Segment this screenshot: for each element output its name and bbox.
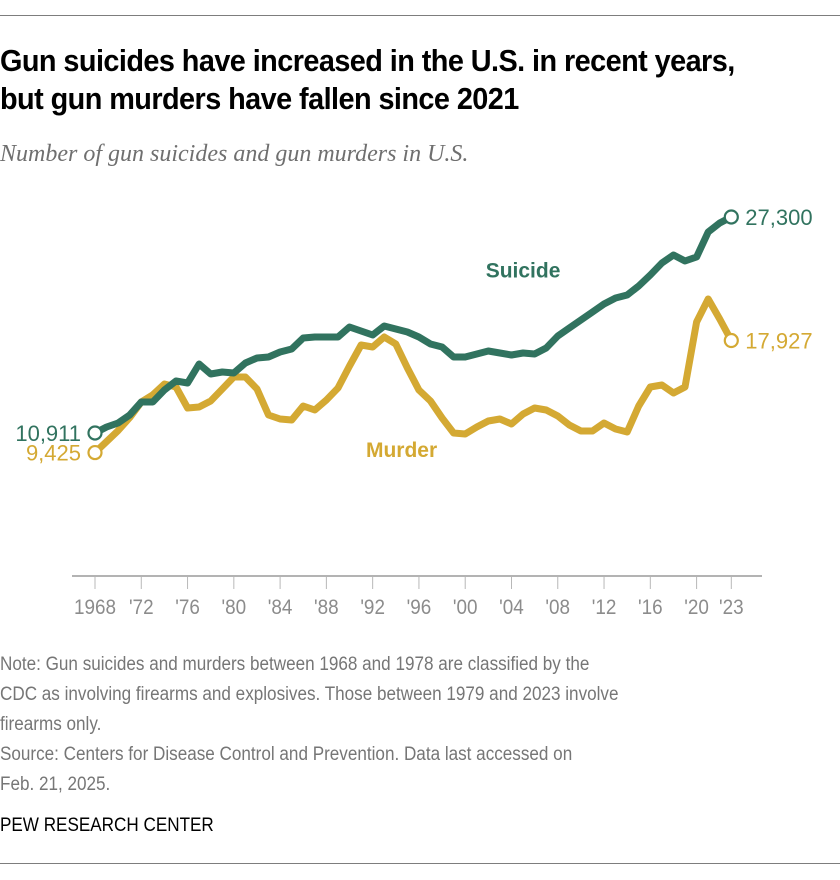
start-value-label-suicide: 10,911 (15, 421, 81, 446)
note-line: Note: Gun suicides and murders between 1… (0, 654, 590, 675)
x-tick-label: '04 (499, 596, 524, 619)
series-name-label-suicide: Suicide (486, 260, 561, 283)
series-line-murder (91, 295, 735, 457)
x-tick-label: '80 (222, 596, 247, 619)
end-value-label-murder: 17,927 (745, 329, 812, 354)
x-tick-label: '88 (314, 596, 339, 619)
start-value-label-murder: 9,425 (26, 441, 81, 466)
x-tick-label: '84 (268, 596, 293, 619)
x-tick-label: '00 (453, 596, 478, 619)
note-line: firearms only. (0, 714, 102, 735)
bottom-rule (0, 863, 840, 864)
x-tick-label: '20 (684, 596, 709, 619)
start-point-suicide (87, 425, 103, 441)
x-tick-label: '76 (175, 596, 200, 619)
footnote: Note: Gun suicides and murders between 1… (0, 650, 828, 800)
x-tick-label: '72 (129, 596, 154, 619)
brand-logo-text: PEW RESEARCH CENTER (0, 815, 214, 836)
note-line: CDC as involving firearms and explosives… (0, 684, 619, 705)
start-point-murder (87, 444, 103, 461)
x-tick-label: '96 (407, 596, 432, 619)
x-tick-label: '23 (719, 596, 744, 619)
source-line: Feb. 21, 2025. (0, 774, 111, 795)
x-tick-label: '12 (592, 596, 617, 619)
label-layer: 9,425 17,927 10,911 27,300 Suicide Murder (15, 205, 812, 466)
top-rule (0, 15, 840, 16)
end-value-label-suicide: 27,300 (745, 205, 812, 230)
series-line-suicide (91, 213, 735, 437)
x-axis: 1968 '72 '76 '80 '84 '88 '92 '96 '00 '04 '08 '12 '16… (72, 575, 762, 619)
series-name-label-murder: Murder (366, 439, 437, 462)
x-tick-label: '08 (545, 596, 570, 619)
chart-title: Gun suicides have increased in the U.S. … (0, 43, 735, 116)
x-tick-label: '16 (638, 596, 663, 619)
source-line: Source: Centers for Disease Control and … (0, 744, 573, 765)
series-layer (87, 209, 739, 461)
x-tick-label: 1968 (74, 596, 116, 619)
chart-subtitle: Number of gun suicides and gun murders i… (0, 141, 469, 167)
end-point-suicide (723, 209, 739, 225)
end-point-murder (723, 332, 739, 349)
x-tick-label: '92 (360, 596, 385, 619)
